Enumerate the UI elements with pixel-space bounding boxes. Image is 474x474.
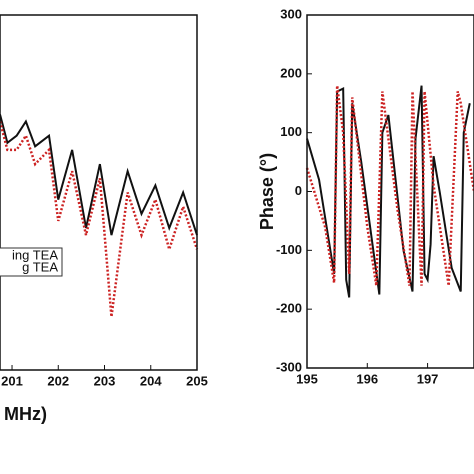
- legend-box: [0, 247, 63, 277]
- y-tick-label: 0: [295, 183, 302, 198]
- y-tick-label: 300: [280, 6, 302, 21]
- x-tick-label: 196: [356, 371, 378, 386]
- x-tick-label: 195: [296, 371, 318, 386]
- y-tick-label: 100: [280, 124, 302, 139]
- x-tick-label: 201: [1, 373, 23, 388]
- plot-frame: [0, 14, 198, 371]
- legend-label: g TEA: [22, 259, 58, 274]
- x-tick-label: 203: [94, 373, 116, 388]
- x-tick-label: 197: [417, 371, 439, 386]
- y-tick-label: -100: [276, 242, 302, 257]
- y-tick-label: -200: [276, 301, 302, 316]
- y-axis-label: Phase (°): [257, 153, 277, 230]
- x-tick-label: 202: [47, 373, 69, 388]
- y-tick-label: -300: [276, 359, 302, 374]
- x-tick-label: 204: [140, 373, 162, 388]
- series-line: [0, 114, 198, 236]
- series-line: [0, 121, 199, 317]
- x-axis-label: MHz): [4, 404, 47, 424]
- legend-label: ing TEA: [12, 247, 58, 262]
- x-tick-label: 205: [186, 373, 208, 388]
- series-line: [306, 85, 471, 298]
- y-tick-label: 200: [280, 65, 302, 80]
